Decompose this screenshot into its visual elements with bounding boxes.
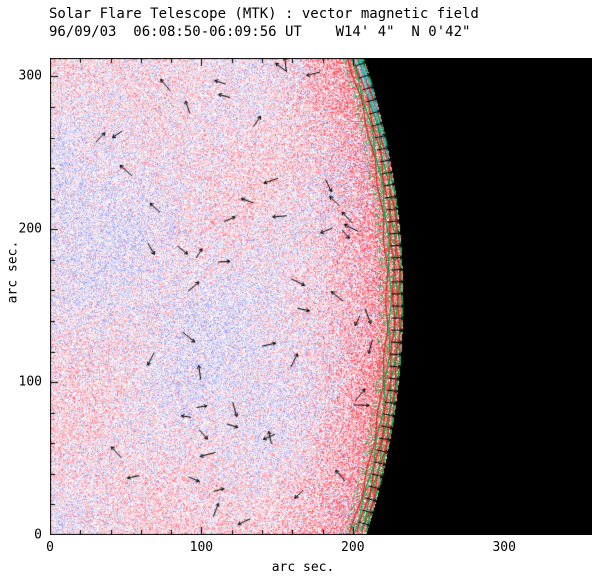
magnetogram-canvas: [50, 58, 592, 535]
y-tick-label: 100: [18, 374, 42, 390]
x-tick-label: 0: [46, 540, 54, 555]
y-tick-label: 0: [34, 527, 42, 543]
x-axis-label: arc sec.: [271, 560, 335, 575]
plot-subtitle: 96/09/03 06:08:50-06:09:56 UT W14' 4" N …: [49, 24, 471, 40]
y-tick-label: 200: [18, 221, 42, 237]
x-tick-label: 100: [189, 540, 214, 555]
x-tick-label: 200: [341, 540, 365, 555]
plot-title: Solar Flare Telescope (MTK) : vector mag…: [49, 6, 479, 22]
y-axis-label: arc sec.: [5, 240, 21, 304]
x-tick-label: 300: [492, 540, 516, 555]
y-tick-label: 300: [18, 68, 42, 84]
